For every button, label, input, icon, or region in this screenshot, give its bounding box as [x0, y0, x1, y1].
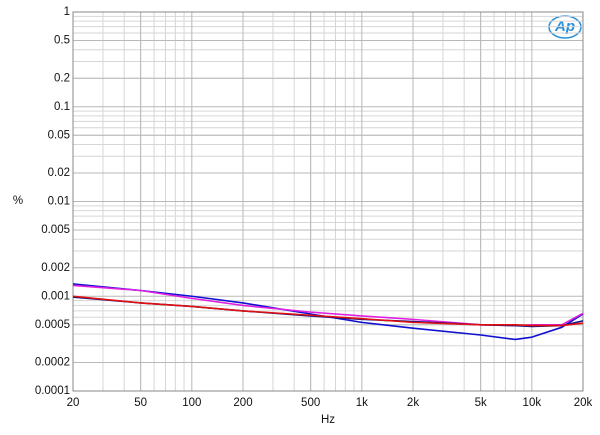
series-line [72, 295, 584, 327]
series-line [72, 283, 584, 341]
x-tick-label: 1k [356, 397, 368, 409]
x-tick-label: 2k [407, 397, 419, 409]
series-line [72, 284, 584, 327]
y-tick-label: 0.2 [54, 72, 70, 84]
x-tick-label: 20k [574, 397, 593, 409]
y-tick-label: 0.005 [41, 224, 70, 236]
y-tick-label: 0.0005 [35, 319, 70, 331]
x-tick-label: 100 [182, 397, 201, 409]
y-axis-label: % [13, 195, 23, 207]
y-tick-label: 0.5 [54, 35, 70, 47]
x-tick-label: 5k [475, 397, 487, 409]
plot-frame [72, 11, 584, 392]
x-tick-label: 20 [67, 397, 80, 409]
y-tick-label: 0.0002 [35, 357, 70, 369]
x-tick-label: 10k [523, 397, 542, 409]
y-tick-label: 0.01 [48, 196, 70, 208]
y-tick-label: 0.02 [48, 167, 70, 179]
x-tick-label: 500 [301, 397, 320, 409]
y-tick-label: 1 [64, 6, 70, 18]
x-axis-label: Hz [321, 414, 335, 426]
x-tick-label: 200 [233, 397, 252, 409]
y-tick-label: 0.001 [41, 290, 70, 302]
y-tick-label: 0.05 [48, 129, 70, 141]
x-tick-label: 50 [134, 397, 147, 409]
y-tick-label: 0.0001 [35, 385, 70, 397]
y-tick-label: 0.002 [41, 262, 70, 274]
y-tick-label: 0.1 [54, 101, 70, 113]
